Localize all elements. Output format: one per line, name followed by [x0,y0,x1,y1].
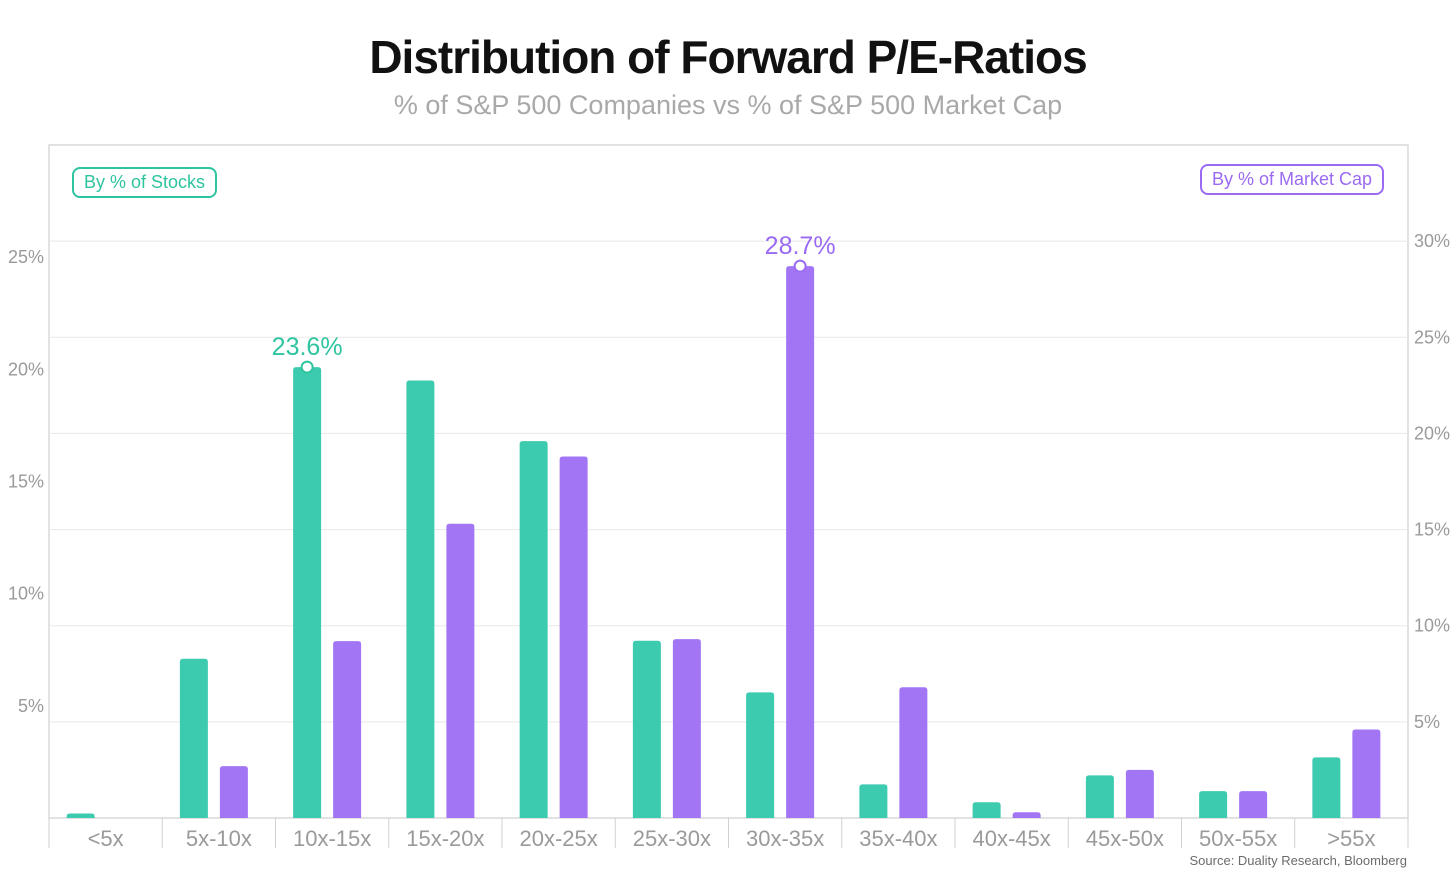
bar-stocks [859,784,888,818]
bar-market-cap [219,766,248,818]
bar-market-cap [1239,791,1268,818]
x-tick-label: 45x-50x [1086,826,1164,851]
bar-market-cap [1352,729,1381,818]
x-tick-label: 5x-10x [186,826,252,851]
x-tick-label: 20x-25x [519,826,597,851]
annotation-label: 23.6% [272,333,343,361]
bar-market-cap [899,687,928,818]
left-tick-label: 20% [8,359,44,379]
bar-market-cap [786,266,815,818]
x-tick-label: >55x [1327,826,1375,851]
annotation-marker [793,259,807,273]
source-note: Source: Duality Research, Bloomberg [1189,853,1408,868]
x-tick-label: <5x [88,826,124,851]
plot-frame [48,144,1409,819]
left-tick-label: 5% [18,696,44,716]
bar-stocks [632,640,661,818]
chart-subtitle: % of S&P 500 Companies vs % of S&P 500 M… [393,90,1063,120]
x-tick-label: 15x-20x [406,826,484,851]
bar-market-cap [559,456,588,818]
x-tick-label: 30x-35x [746,826,824,851]
bar-stocks [179,658,208,818]
bar-stocks [406,380,435,818]
left-tick-label: 25% [8,247,44,267]
chart-title: Distribution of Forward P/E-Ratios [369,31,1087,83]
right-tick-label: 30% [1414,231,1450,251]
bar-stocks [66,813,95,818]
x-tick-label: 25x-30x [633,826,711,851]
bar-market-cap [1125,769,1154,818]
bar-stocks [1085,775,1114,818]
x-tick-label: 50x-55x [1199,826,1277,851]
bar-stocks [1199,791,1228,818]
bar-stocks [519,441,548,818]
annotation-marker [300,360,314,374]
right-tick-label: 15% [1414,520,1450,540]
legend-stocks: By % of Stocks [72,167,218,198]
x-tick-label: 10x-15x [293,826,371,851]
right-tick-label: 20% [1414,423,1450,443]
left-tick-label: 15% [8,472,44,492]
bar-market-cap [333,641,362,818]
bar-market-cap [446,523,475,818]
right-tick-label: 5% [1414,712,1440,732]
bar-stocks [1312,757,1341,818]
right-tick-label: 25% [1414,327,1450,347]
bar-stocks [293,367,322,818]
right-tick-label: 10% [1414,616,1450,636]
x-tick-label: 40x-45x [972,826,1050,851]
annotation-label: 28.7% [765,232,836,260]
x-tick-label: 35x-40x [859,826,937,851]
bar-stocks [746,692,775,818]
bar-stocks [972,802,1001,818]
legend-market-cap: By % of Market Cap [1199,164,1384,195]
bar-market-cap [672,639,701,818]
left-tick-label: 10% [8,584,44,604]
bar-market-cap [1012,812,1041,818]
